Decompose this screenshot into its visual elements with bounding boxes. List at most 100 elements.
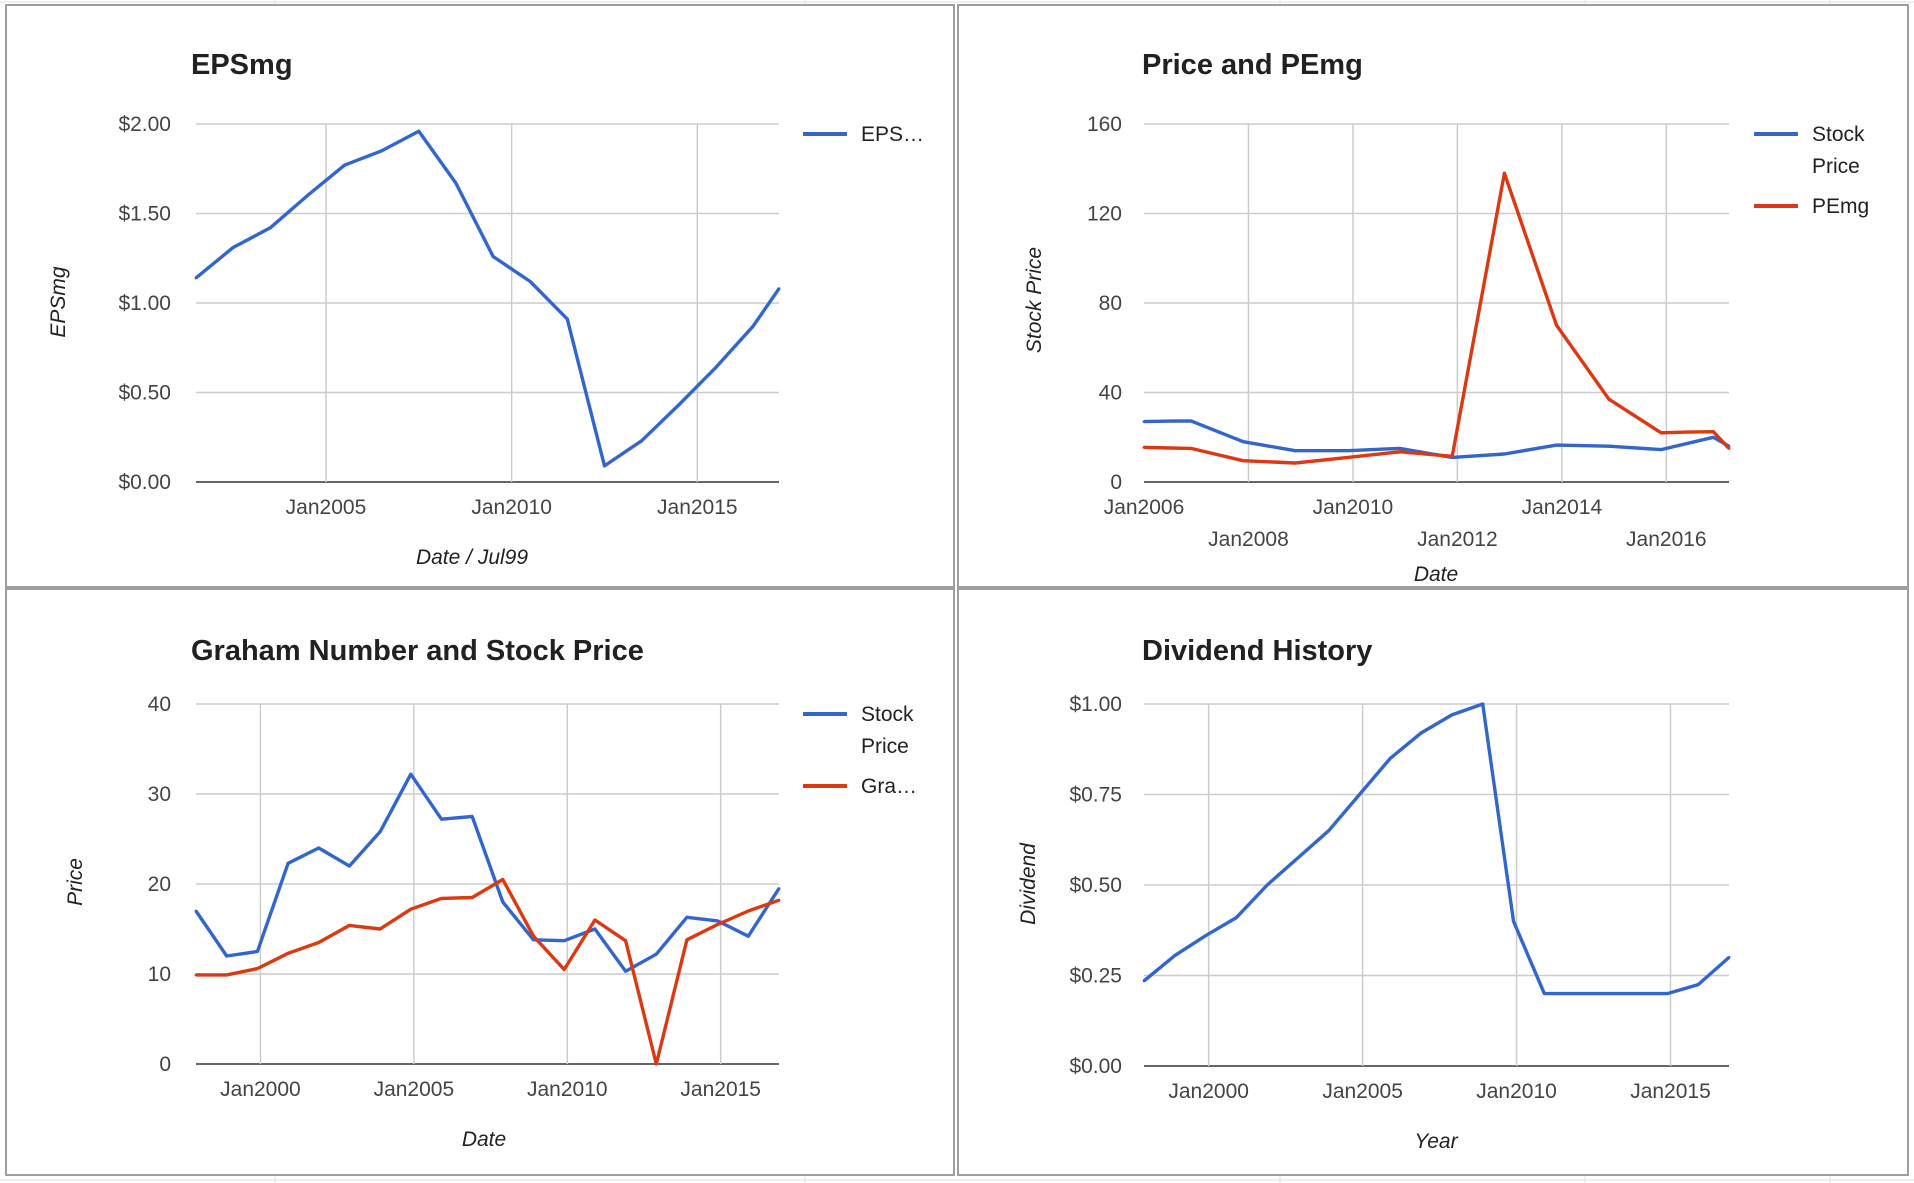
data-point [751, 324, 755, 328]
data-point [225, 973, 229, 977]
y-tick-label: $0.50 [118, 382, 171, 405]
y-axis-title: Dividend [1017, 842, 1040, 925]
data-point [1659, 431, 1663, 435]
chart-dividend-history: Dividend History $0.00 $0.25 $0.50 $0.75 $1.… [1017, 635, 1731, 1153]
data-point [231, 246, 235, 249]
data-point [654, 952, 658, 956]
data-point [255, 967, 259, 970]
data-point [624, 939, 627, 943]
data-point [603, 464, 606, 468]
data-point [440, 897, 443, 900]
data-point [1168, 419, 1172, 423]
chart-panel-price-and-pemg[interactable]: Price and PEmg 0 40 80 120 160 Jan2006 Jan2008… [957, 4, 1909, 588]
legend-label[interactable]: EPS… [861, 123, 924, 146]
x-tick-label: Jan2000 [220, 1078, 301, 1101]
data-point [501, 878, 505, 881]
x-tick-label: Jan2005 [374, 1078, 455, 1101]
x-tick-label: Jan2014 [1522, 496, 1603, 519]
data-point [1512, 919, 1515, 923]
data-point [1142, 445, 1146, 449]
data-point [1573, 992, 1577, 995]
y-axis-title: Price [64, 858, 87, 906]
data-point [1481, 702, 1485, 706]
legend-label[interactable]: PEmg [1812, 195, 1869, 218]
x-axis-title: Date [462, 1128, 506, 1151]
y-tick-label: $1.50 [118, 203, 171, 226]
data-point [470, 815, 474, 818]
data-point [1346, 449, 1350, 453]
y-tick-label: $1.00 [118, 292, 171, 315]
data-point [1173, 954, 1177, 957]
x-tick-label: Jan2015 [680, 1078, 761, 1101]
chart-epsmg: EPSmg $0.00 $0.50 $1.00 $1.50 $2.00 Jan2005 Ja… [47, 49, 924, 569]
x-tick-label: Jan2015 [657, 496, 738, 519]
data-point [593, 918, 597, 922]
data-point [654, 1062, 658, 1066]
data-point [1327, 829, 1331, 833]
data-point [777, 287, 781, 291]
chart-panel-graham-number-and-stock-price[interactable]: Graham Number and Stock Price 0 10 20 30 40 J… [5, 588, 955, 1176]
data-point [1189, 447, 1193, 450]
data-point [470, 896, 474, 899]
data-point [1241, 459, 1245, 463]
data-point [1635, 992, 1639, 995]
data-point [1711, 430, 1715, 434]
y-tick-label: 20 [148, 873, 171, 896]
data-point [194, 973, 198, 977]
data-point [255, 950, 259, 953]
data-point [1294, 461, 1297, 465]
series-line [194, 772, 781, 973]
y-tick-label: 80 [1099, 292, 1122, 315]
series-line [1143, 419, 1730, 460]
data-point [417, 129, 421, 133]
data-point [532, 934, 535, 938]
x-axis-title: Year [1414, 1130, 1458, 1153]
legend-label[interactable]: Gra… [861, 775, 917, 798]
chart-title: Graham Number and Stock Price [191, 635, 644, 667]
data-point [1419, 731, 1423, 735]
data-point [1234, 916, 1238, 919]
legend-label[interactable]: Stock Price [861, 703, 914, 758]
data-point [1294, 449, 1297, 453]
x-axis-title: Date / Jul99 [416, 546, 528, 569]
data-point [286, 951, 290, 955]
chart-title: Dividend History [1142, 635, 1372, 667]
data-point [685, 915, 689, 919]
x-tick-label: Jan2010 [471, 496, 552, 519]
data-point [1542, 992, 1546, 995]
data-point [777, 887, 781, 890]
data-point [1503, 452, 1506, 456]
series-line [1142, 702, 1731, 996]
data-point [1607, 444, 1611, 448]
data-point [1189, 419, 1193, 423]
data-point [1696, 983, 1700, 986]
data-point [716, 919, 720, 923]
data-point [528, 280, 532, 283]
data-point [1555, 443, 1559, 447]
chart-title: EPSmg [191, 49, 293, 81]
data-point [501, 900, 505, 904]
x-tick-label: Jan2000 [1168, 1080, 1249, 1103]
y-tick-label: 40 [148, 693, 171, 716]
data-point [317, 846, 321, 850]
data-point [593, 927, 597, 931]
y-tick-label: $0.25 [1069, 965, 1122, 988]
x-tick-label: Jan2016 [1626, 528, 1707, 551]
data-point [746, 934, 750, 938]
data-point [1711, 435, 1715, 439]
data-point [286, 861, 290, 865]
data-point [1685, 430, 1689, 434]
y-tick-label: $0.00 [1069, 1055, 1122, 1078]
data-point [1727, 956, 1731, 959]
x-tick-label: Jan2012 [1417, 528, 1498, 551]
legend-label[interactable]: Stock Price [1812, 123, 1865, 178]
chart-panel-epsmg[interactable]: EPSmg $0.00 $0.50 $1.00 $1.50 $2.00 Jan2005 Ja… [5, 4, 955, 588]
y-axis-title: Stock Price [1023, 247, 1046, 353]
y-tick-label: 160 [1087, 113, 1122, 136]
chart-panel-dividend-history[interactable]: Dividend History $0.00 $0.25 $0.50 $0.75 $1.… [957, 588, 1909, 1176]
data-point [1142, 420, 1146, 423]
data-point [677, 403, 681, 407]
data-point [409, 907, 413, 911]
data-point [1604, 992, 1608, 995]
x-tick-label: Jan2010 [1313, 496, 1394, 519]
